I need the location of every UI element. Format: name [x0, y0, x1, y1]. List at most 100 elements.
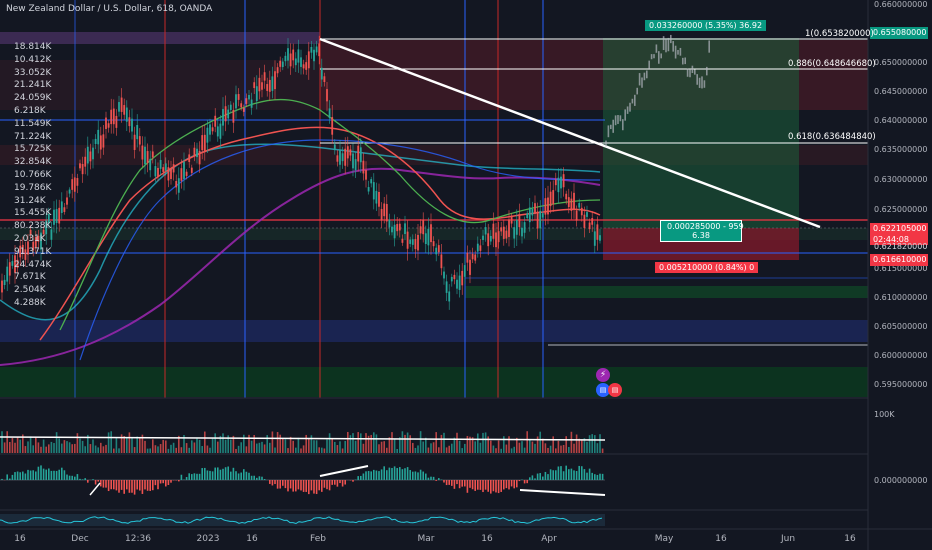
- candle-body: [370, 179, 373, 184]
- volume-bar: [172, 442, 175, 453]
- oscillator-bar: [591, 472, 593, 480]
- oscillator-zero-label: 0.000000000: [874, 476, 928, 485]
- volume-bar: [11, 437, 14, 453]
- oscillator-bar: [547, 474, 549, 480]
- candle-body: [458, 275, 461, 290]
- time-tick-label: 16: [844, 534, 856, 544]
- volume-level-label: 24.059K: [14, 93, 52, 104]
- oscillator-bar: [154, 480, 157, 486]
- us-flag-icon[interactable]: ▤: [596, 383, 610, 397]
- oscillator-bar: [344, 480, 346, 485]
- lightning-icon[interactable]: ⚡: [596, 368, 610, 382]
- volume-bar: [222, 433, 224, 453]
- oscillator-bar: [334, 480, 336, 485]
- oscillator-bar: [37, 466, 40, 480]
- candle-body: [21, 244, 24, 254]
- oscillator-bar: [578, 465, 580, 480]
- volume-bar: [232, 435, 235, 453]
- volume-bar: [393, 439, 396, 453]
- candle-body: [476, 243, 479, 252]
- oscillator-bar: [102, 480, 105, 488]
- volume-bar: [448, 445, 450, 453]
- stop-box-label[interactable]: 0.005210000 (0.84%) 0: [655, 262, 759, 273]
- oscillator-bar: [287, 480, 289, 492]
- oscillator-bar: [422, 471, 424, 480]
- volume-bar: [427, 447, 430, 453]
- candle-body: [380, 208, 383, 221]
- volume-bar: [193, 442, 196, 453]
- volume-bar: [549, 445, 552, 453]
- volume-bar: [477, 433, 479, 453]
- volume-bar: [383, 441, 385, 453]
- time-tick-label: 2023: [196, 534, 220, 544]
- projected-candle: [617, 114, 619, 124]
- candle-body: [554, 179, 557, 186]
- projected-candle: [667, 37, 670, 52]
- candle-body: [359, 147, 362, 163]
- symbol-title[interactable]: New Zealand Dollar / U.S. Dollar, 618, O…: [6, 4, 213, 14]
- fib-level-0618[interactable]: 0.618(0.636484840): [788, 132, 876, 142]
- target-box-label[interactable]: 0.033260000 (5.35%) 36.92: [645, 20, 767, 31]
- volume-bar: [32, 445, 34, 453]
- volume-bar: [510, 448, 513, 453]
- oscillator-bar: [380, 469, 383, 480]
- oscillator-bar: [274, 480, 276, 485]
- volume-bar: [107, 432, 110, 453]
- oscillator-bar: [289, 480, 292, 489]
- oscillator-bar: [323, 480, 326, 488]
- candle-body: [138, 136, 141, 145]
- volume-bar: [269, 442, 271, 453]
- oscillator-bar: [40, 465, 42, 480]
- candle-body: [440, 254, 443, 269]
- candle-body: [32, 241, 35, 251]
- oscillator-bar: [479, 480, 482, 490]
- oscillator-bar: [198, 473, 201, 480]
- volume-bar: [347, 431, 349, 453]
- volume-bar: [55, 432, 58, 453]
- oscillator-bar: [237, 473, 240, 480]
- oscillator-bar: [432, 476, 435, 480]
- oscillator-bar: [243, 469, 245, 480]
- candle-body: [29, 229, 32, 235]
- oscillator-bar: [430, 476, 432, 480]
- candle-body: [229, 104, 232, 110]
- oscillator-bar: [50, 470, 53, 480]
- volume-bar: [206, 445, 209, 453]
- volume-bar: [198, 439, 201, 453]
- oscillator-bar: [248, 472, 250, 480]
- candle-body: [219, 123, 222, 139]
- volume-bar: [380, 441, 383, 453]
- oscillator-bar: [490, 480, 492, 494]
- candle-body: [209, 124, 211, 135]
- volume-bar: [97, 447, 99, 453]
- volume-bar: [74, 443, 76, 453]
- oscillator-bar: [495, 480, 497, 493]
- oscillator-bar: [315, 480, 318, 495]
- volume-level-label: 15.455K: [14, 208, 52, 219]
- candle-body: [354, 159, 357, 171]
- volume-bar: [339, 441, 341, 453]
- candle-body: [24, 249, 27, 260]
- candle-body: [383, 203, 386, 217]
- volume-bar: [471, 437, 474, 453]
- fib-level-0886[interactable]: 0.886(0.648646680): [788, 59, 876, 69]
- us-flag-icon[interactable]: ▤: [608, 383, 622, 397]
- volume-bar: [331, 438, 333, 453]
- oscillator-bar: [365, 471, 367, 480]
- oscillator-bar: [568, 469, 570, 480]
- oscillator-bar: [120, 480, 123, 490]
- volume-level-label: 7.671K: [14, 272, 46, 283]
- volume-bar: [352, 433, 354, 453]
- oscillator-bar: [466, 480, 469, 493]
- candle-body: [404, 223, 406, 235]
- oscillator-bar: [458, 480, 461, 489]
- candle-body: [255, 86, 258, 102]
- oscillator-bar: [594, 474, 596, 480]
- fib-level-1[interactable]: 1(0.653820000): [805, 29, 874, 39]
- volume-bar: [42, 439, 45, 453]
- entry-box-label[interactable]: 0.000285000 - 959 6.38: [660, 220, 744, 242]
- oscillator-bar: [456, 480, 458, 485]
- oscillator-bar: [240, 472, 242, 480]
- volume-bar: [185, 443, 188, 453]
